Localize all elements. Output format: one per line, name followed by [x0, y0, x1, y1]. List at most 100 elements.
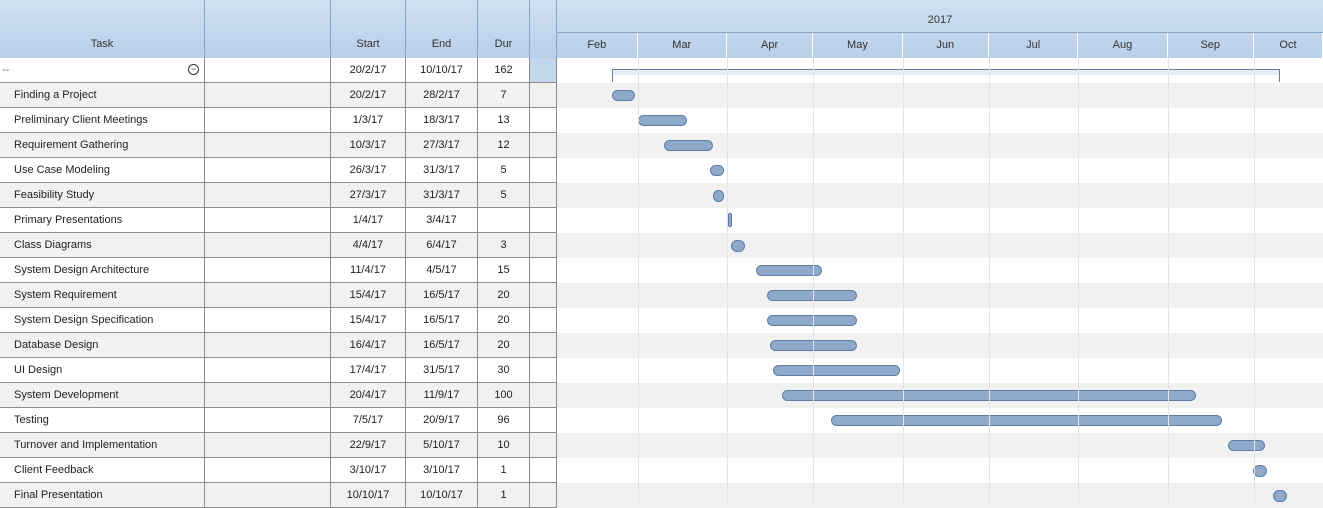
task-row[interactable]: System Development 20/4/17 11/9/17 100: [0, 383, 557, 408]
task-end-cell[interactable]: 18/3/17: [406, 108, 478, 132]
task-start-cell[interactable]: 3/10/17: [331, 458, 406, 482]
task-end-cell[interactable]: 31/3/17: [406, 158, 478, 182]
collapse-icon[interactable]: −: [188, 64, 199, 75]
task-row[interactable]: Final Presentation 10/10/17 10/10/17 1: [0, 483, 557, 508]
task-end-cell[interactable]: 6/4/17: [406, 233, 478, 257]
task-start-cell[interactable]: 11/4/17: [331, 258, 406, 282]
task-bar[interactable]: [773, 365, 900, 376]
summary-dur-cell[interactable]: 162: [478, 58, 530, 82]
task-dur-cell[interactable]: 5: [478, 183, 530, 207]
task-dur-cell[interactable]: 5: [478, 158, 530, 182]
task-task-cell[interactable]: System Requirement: [0, 283, 205, 307]
task-end-cell[interactable]: 3/4/17: [406, 208, 478, 232]
task-start-cell[interactable]: 26/3/17: [331, 158, 406, 182]
task-row[interactable]: Turnover and Implementation 22/9/17 5/10/1…: [0, 433, 557, 458]
task-task-cell[interactable]: System Design Architecture: [0, 258, 205, 282]
task-bar[interactable]: [611, 90, 635, 101]
task-dur-cell[interactable]: 30: [478, 358, 530, 382]
task-bar[interactable]: [1272, 490, 1287, 502]
task-task-cell[interactable]: UI Design: [0, 358, 205, 382]
task-start-cell[interactable]: 20/2/17: [331, 83, 406, 107]
column-header-start[interactable]: Start: [331, 0, 406, 58]
task-row[interactable]: Finding a Project 20/2/17 28/2/17 7: [0, 83, 557, 108]
task-start-cell[interactable]: 17/4/17: [331, 358, 406, 382]
task-start-cell[interactable]: 10/3/17: [331, 133, 406, 157]
task-task-cell[interactable]: System Development: [0, 383, 205, 407]
task-end-cell[interactable]: 28/2/17: [406, 83, 478, 107]
task-task-cell[interactable]: Turnover and Implementation: [0, 433, 205, 457]
task-end-cell[interactable]: 3/10/17: [406, 458, 478, 482]
task-row[interactable]: Preliminary Client Meetings 1/3/17 18/3/17…: [0, 108, 557, 133]
task-end-cell[interactable]: 4/5/17: [406, 258, 478, 282]
task-task-cell[interactable]: Client Feedback: [0, 458, 205, 482]
task-row[interactable]: Class Diagrams 4/4/17 6/4/17 3: [0, 233, 557, 258]
task-dur-cell[interactable]: 12: [478, 133, 530, 157]
task-dur-cell[interactable]: 20: [478, 283, 530, 307]
task-bar[interactable]: [767, 290, 857, 301]
task-bar[interactable]: [770, 340, 857, 351]
task-start-cell[interactable]: 27/3/17: [331, 183, 406, 207]
task-end-cell[interactable]: 16/5/17: [406, 283, 478, 307]
task-dur-cell[interactable]: 100: [478, 383, 530, 407]
task-start-cell[interactable]: 7/5/17: [331, 408, 406, 432]
task-bar[interactable]: [709, 165, 725, 176]
task-row[interactable]: Requirement Gathering 10/3/17 27/3/17 12: [0, 133, 557, 158]
task-row[interactable]: Testing 7/5/17 20/9/17 96: [0, 408, 557, 433]
task-task-cell[interactable]: Testing: [0, 408, 205, 432]
column-header-end[interactable]: End: [406, 0, 478, 58]
task-dur-cell[interactable]: 15: [478, 258, 530, 282]
summary-bar[interactable]: [611, 69, 1281, 82]
task-task-cell[interactable]: Final Presentation: [0, 483, 205, 507]
task-task-cell[interactable]: Requirement Gathering: [0, 133, 205, 157]
task-end-cell[interactable]: 16/5/17: [406, 333, 478, 357]
task-start-cell[interactable]: 1/3/17: [331, 108, 406, 132]
task-task-cell[interactable]: Primary Presentations: [0, 208, 205, 232]
task-end-cell[interactable]: 27/3/17: [406, 133, 478, 157]
task-row[interactable]: Client Feedback 3/10/17 3/10/17 1: [0, 458, 557, 483]
task-task-cell[interactable]: Class Diagrams: [0, 233, 205, 257]
task-dur-cell[interactable]: 96: [478, 408, 530, 432]
task-task-cell[interactable]: Feasibility Study: [0, 183, 205, 207]
summary-end-cell[interactable]: 10/10/17: [406, 58, 478, 82]
task-task-cell[interactable]: Use Case Modeling: [0, 158, 205, 182]
task-row[interactable]: UI Design 17/4/17 31/5/17 30: [0, 358, 557, 383]
task-end-cell[interactable]: 31/3/17: [406, 183, 478, 207]
task-end-cell[interactable]: 11/9/17: [406, 383, 478, 407]
summary-row[interactable]: -- − 20/2/17 10/10/17 162: [0, 58, 557, 83]
task-task-cell[interactable]: System Design Specification: [0, 308, 205, 332]
task-bar[interactable]: [755, 265, 822, 276]
task-start-cell[interactable]: 4/4/17: [331, 233, 406, 257]
task-row[interactable]: Primary Presentations 1/4/17 3/4/17: [0, 208, 557, 233]
task-row[interactable]: Feasibility Study 27/3/17 31/3/17 5: [0, 183, 557, 208]
task-row[interactable]: Use Case Modeling 26/3/17 31/3/17 5: [0, 158, 557, 183]
task-dur-cell[interactable]: 20: [478, 333, 530, 357]
task-start-cell[interactable]: 1/4/17: [331, 208, 406, 232]
task-end-cell[interactable]: 5/10/17: [406, 433, 478, 457]
task-task-cell[interactable]: Database Design: [0, 333, 205, 357]
task-end-cell[interactable]: 20/9/17: [406, 408, 478, 432]
summary-start-cell[interactable]: 20/2/17: [331, 58, 406, 82]
task-bar[interactable]: [712, 190, 725, 202]
task-start-cell[interactable]: 20/4/17: [331, 383, 406, 407]
task-row[interactable]: System Requirement 15/4/17 16/5/17 20: [0, 283, 557, 308]
task-bar[interactable]: [767, 315, 857, 326]
task-end-cell[interactable]: 31/5/17: [406, 358, 478, 382]
task-bar[interactable]: [830, 415, 1223, 426]
task-bar[interactable]: [1228, 440, 1266, 451]
column-header-dur[interactable]: Dur: [478, 0, 530, 58]
task-task-cell[interactable]: Preliminary Client Meetings: [0, 108, 205, 132]
task-start-cell[interactable]: 10/10/17: [331, 483, 406, 507]
task-bar[interactable]: [731, 240, 746, 252]
task-start-cell[interactable]: 15/4/17: [331, 283, 406, 307]
task-start-cell[interactable]: 16/4/17: [331, 333, 406, 357]
task-row[interactable]: System Design Architecture 11/4/17 4/5/17 1…: [0, 258, 557, 283]
task-bar[interactable]: [1252, 465, 1267, 477]
task-end-cell[interactable]: 10/10/17: [406, 483, 478, 507]
task-dur-cell[interactable]: 7: [478, 83, 530, 107]
column-header-task[interactable]: Task: [0, 0, 205, 58]
task-dur-cell[interactable]: 20: [478, 308, 530, 332]
task-task-cell[interactable]: Finding a Project: [0, 83, 205, 107]
task-start-cell[interactable]: 15/4/17: [331, 308, 406, 332]
task-bar[interactable]: [727, 213, 732, 227]
task-bar[interactable]: [781, 390, 1197, 401]
